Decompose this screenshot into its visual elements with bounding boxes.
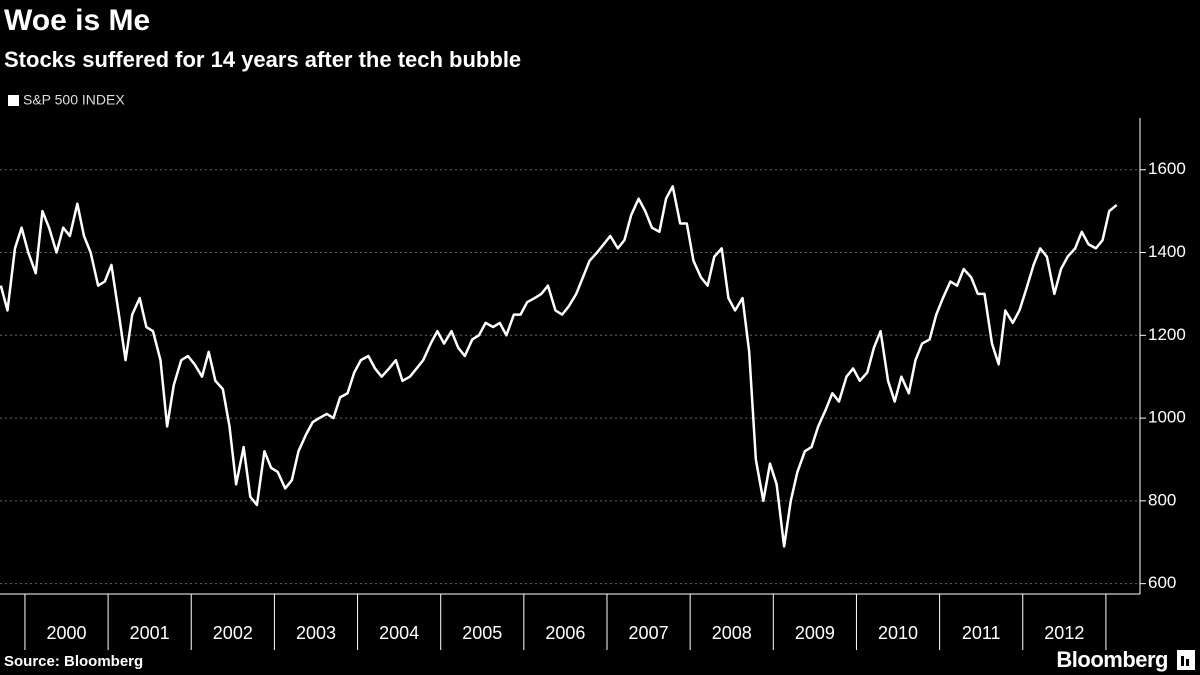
x-tick-label: 2009	[795, 623, 835, 643]
brand-icon-bar	[1181, 656, 1184, 666]
brand-logo: Bloomberg	[1056, 647, 1168, 672]
y-tick-label: 800	[1148, 490, 1176, 509]
legend-label: S&P 500 INDEX	[23, 92, 125, 108]
x-tick-label: 2010	[878, 623, 918, 643]
y-tick-label: 1000	[1148, 408, 1186, 427]
x-tick-label: 2003	[296, 623, 336, 643]
x-tick-label: 2004	[379, 623, 419, 643]
x-tick-label: 2011	[962, 623, 1001, 643]
brand-icon-bar	[1186, 659, 1189, 666]
legend-swatch	[8, 95, 19, 106]
x-tick-label: 2000	[46, 623, 86, 643]
chart-title: Woe is Me	[4, 4, 150, 37]
plot-area: 600 800 1000 1200 1400 1600 2000 2001 2002 2003 20…	[0, 159, 1186, 650]
y-tick-label: 1200	[1148, 325, 1186, 344]
y-tick-label: 1400	[1148, 242, 1186, 261]
series-line	[0, 185, 1118, 548]
x-tick-label: 2001	[130, 623, 170, 643]
x-tick-label: 2005	[462, 623, 502, 643]
source: Source: Bloomberg	[4, 653, 143, 670]
y-tick-label: 600	[1148, 573, 1176, 592]
y-tick-label: 1600	[1148, 159, 1186, 178]
x-tick-label: 2002	[213, 623, 253, 643]
chart-subtitle: Stocks suffered for 14 years after the t…	[4, 47, 521, 72]
x-tick-label: 2006	[545, 623, 585, 643]
x-tick-label: 2007	[629, 623, 669, 643]
x-tick-label: 2012	[1044, 623, 1084, 643]
x-tick-label: 2008	[712, 623, 752, 643]
